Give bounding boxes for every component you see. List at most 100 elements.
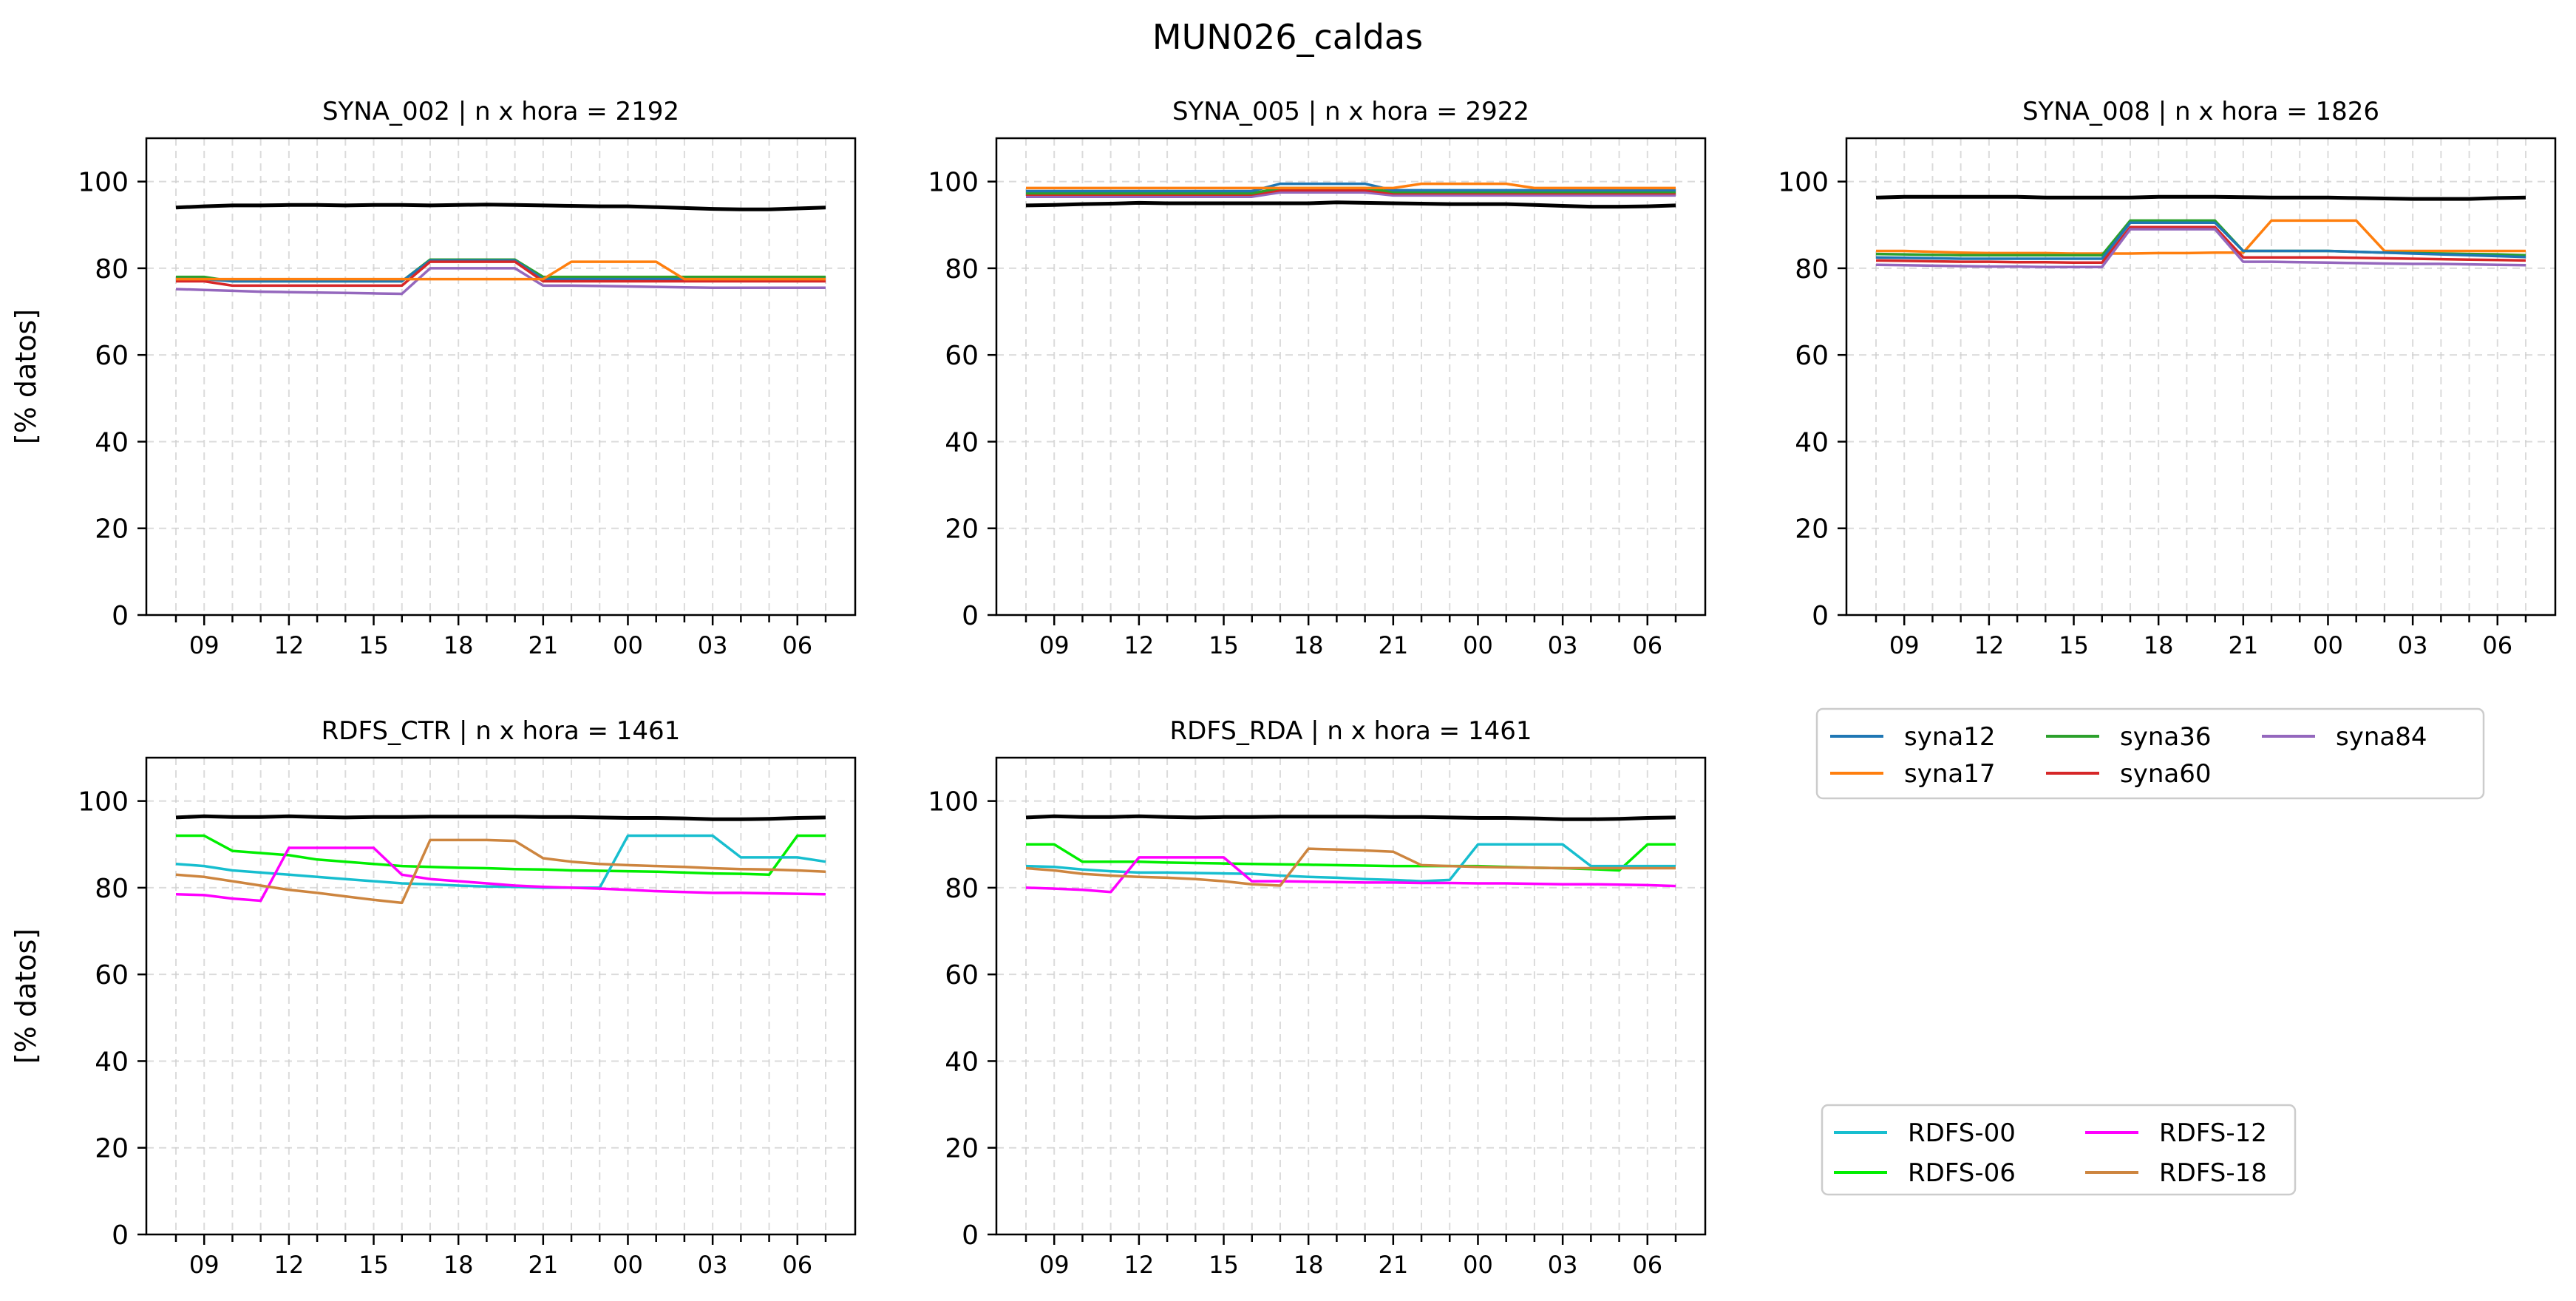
xtick-label: 15 — [358, 631, 389, 659]
xtick-label: 18 — [2144, 631, 2174, 659]
xtick-label: 03 — [698, 1251, 728, 1279]
series-line-RDFS-18 — [1025, 847, 1676, 887]
panel-title: SYNA_002 | n x hora = 2192 — [322, 97, 679, 126]
ytick-label: 40 — [95, 427, 129, 458]
series-line-syna84 — [1026, 191, 1676, 198]
xtick-label: 06 — [782, 1251, 812, 1279]
xtick-label: 12 — [274, 631, 305, 659]
ytick-label: 20 — [945, 514, 979, 545]
xtick-label: 00 — [1463, 1251, 1493, 1279]
xtick-label: 21 — [528, 1251, 558, 1279]
series-line-syna12 — [1875, 221, 2526, 260]
panel-title: RDFS_RDA | n x hora = 1461 — [1170, 716, 1532, 746]
xtick-label: 21 — [1378, 631, 1408, 659]
series-line-reference — [1875, 194, 2526, 201]
legend-label: syna36 — [2120, 722, 2211, 752]
xtick-label: 03 — [2398, 631, 2428, 659]
xtick-label: 12 — [1124, 631, 1155, 659]
ytick-label: 100 — [1778, 168, 1829, 198]
legend-label: RDFS-06 — [1908, 1158, 2016, 1188]
xtick-label: 15 — [358, 1251, 389, 1279]
xtick-label: 03 — [1548, 1251, 1578, 1279]
panel-title: SYNA_005 | n x hora = 2922 — [1172, 97, 1529, 126]
series-line-syna60 — [176, 260, 826, 288]
axes-frame — [995, 137, 1707, 616]
series-line-RDFS-12 — [175, 846, 826, 903]
panel-title: SYNA_008 | n x hora = 1826 — [2022, 97, 2379, 126]
xtick-label: 06 — [782, 631, 812, 659]
xtick-label: 03 — [1548, 631, 1578, 659]
xtick-label: 21 — [1378, 1251, 1408, 1279]
xtick-label: 06 — [2482, 631, 2512, 659]
series-line-syna17 — [1876, 219, 2526, 255]
xtick-label: 00 — [2313, 631, 2343, 659]
xtick-label: 12 — [1124, 1251, 1155, 1279]
series-line-reference — [175, 203, 826, 211]
ytick-label: 0 — [112, 601, 129, 631]
legend-1: syna12 syna17 syna36 syna60 syna84 — [1815, 707, 2485, 800]
xtick-label: 00 — [613, 1251, 643, 1279]
xtick-label: 09 — [1039, 1251, 1070, 1279]
legend-label: RDFS-18 — [2159, 1158, 2267, 1188]
series-line-syna84 — [1875, 228, 2526, 268]
ytick-label: 0 — [962, 601, 979, 631]
y-axis-label: [% datos] — [10, 928, 42, 1064]
legends: syna12syna17syna36syna60syna84RDFS-00RDF… — [1815, 707, 2485, 1196]
ytick-label: 20 — [1795, 514, 1829, 545]
ytick-label: 100 — [928, 168, 979, 198]
xtick-label: 09 — [189, 631, 220, 659]
ytick-label: 40 — [1795, 427, 1829, 458]
series-line-RDFS-12 — [1025, 856, 1676, 894]
xtick-label: 12 — [274, 1251, 305, 1279]
series-line-reference — [1025, 200, 1676, 209]
ytick-label: 20 — [95, 1134, 129, 1164]
xtick-label: 15 — [1209, 631, 1239, 659]
ytick-label: 80 — [1795, 254, 1829, 285]
ytick-label: 60 — [95, 341, 129, 371]
ytick-label: 20 — [95, 514, 129, 545]
xtick-label: 18 — [444, 631, 474, 659]
xtick-label: 15 — [1209, 1251, 1239, 1279]
series-line-RDFS-00 — [1025, 843, 1676, 883]
panel-5: 0 20 40 60 80 100 09 12 15 18 21 00 03 06 RDFS_RDA | n… — [928, 716, 1707, 1279]
ytick-label: 80 — [95, 254, 129, 285]
axes-frame — [995, 756, 1707, 1236]
legend-label: syna60 — [2120, 759, 2211, 789]
ytick-label: 40 — [945, 1047, 979, 1077]
series-line-syna17 — [1026, 182, 1676, 190]
xtick-label: 09 — [189, 1251, 220, 1279]
legend-label: syna12 — [1904, 722, 1995, 752]
ytick-label: 60 — [945, 341, 979, 371]
panel-2: 0 20 40 60 80 100 09 12 15 18 21 00 03 06 SYNA_005 | n… — [928, 97, 1707, 659]
xtick-label: 21 — [528, 631, 558, 659]
xtick-label: 15 — [2059, 631, 2089, 659]
legend-label: RDFS-00 — [1908, 1118, 2016, 1148]
panel-3: 0 20 40 60 80 100 09 12 15 18 21 00 03 06 SYNA_008 | n… — [1778, 97, 2557, 659]
ytick-label: 60 — [945, 960, 979, 991]
ytick-label: 80 — [95, 874, 129, 904]
series-line-syna17 — [176, 260, 826, 281]
axes-frame — [1845, 137, 2557, 616]
ytick-label: 80 — [945, 874, 979, 904]
series-line-reference — [1025, 814, 1676, 821]
ytick-label: 60 — [95, 960, 129, 991]
legend-label: syna84 — [2336, 722, 2427, 752]
series-line-RDFS-00 — [175, 834, 826, 889]
xtick-label: 18 — [1294, 1251, 1324, 1279]
ytick-label: 80 — [945, 254, 979, 285]
ytick-label: 0 — [962, 1220, 979, 1251]
ytick-label: 20 — [945, 1134, 979, 1164]
xtick-label: 03 — [698, 631, 728, 659]
xtick-label: 18 — [444, 1251, 474, 1279]
series-line-reference — [175, 814, 826, 821]
legend-label: RDFS-12 — [2159, 1118, 2267, 1148]
y-axis-label: [% datos] — [10, 309, 42, 444]
xtick-label: 09 — [1039, 631, 1070, 659]
ytick-label: 100 — [928, 787, 979, 818]
ytick-label: 40 — [945, 427, 979, 458]
ytick-label: 100 — [78, 787, 129, 818]
axes-frame — [145, 756, 857, 1236]
panel-1: 0 20 40 60 80 100 09 12 15 18 21 00 03 06 SYNA_002 | n… — [10, 97, 857, 659]
